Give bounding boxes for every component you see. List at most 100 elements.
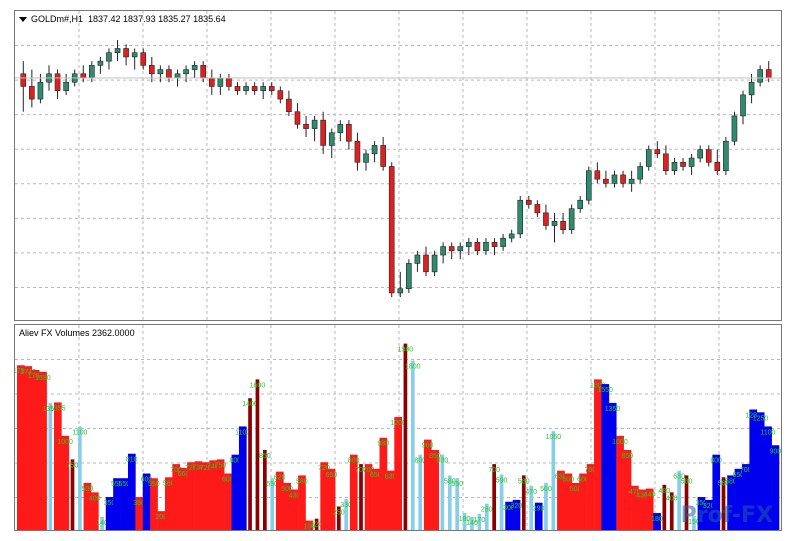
volume-value-label: 720 xyxy=(200,465,212,472)
volume-value-label: 630 xyxy=(385,474,397,481)
volume-bar xyxy=(150,478,158,530)
volume-value-label: 560 xyxy=(718,480,730,487)
volume-bar xyxy=(270,478,275,530)
volume-bar xyxy=(734,468,743,530)
candle-body xyxy=(723,140,729,172)
candle-body xyxy=(268,86,275,91)
volume-bar xyxy=(470,516,474,530)
candle-body xyxy=(208,77,215,87)
volume-value-label: 350 xyxy=(133,500,145,507)
candle-body xyxy=(200,65,207,79)
volume-value-label: 120 xyxy=(311,522,323,529)
candle-body xyxy=(97,60,104,66)
volume-bar xyxy=(440,454,445,530)
volume-bar xyxy=(579,473,587,530)
candle-body xyxy=(397,288,404,294)
volume-value-label: 550 xyxy=(451,481,463,488)
volume-bar xyxy=(677,470,681,530)
candle-body xyxy=(585,170,592,201)
candle-body xyxy=(303,124,309,129)
candle-body xyxy=(243,86,249,91)
volume-bar xyxy=(24,366,33,530)
price-chart-panel[interactable]: GOLDm#,H1 1837.42 1837.93 1835.27 1835.6… xyxy=(14,10,782,321)
volume-bar xyxy=(48,402,53,530)
watermark-logo: Prof-FX xyxy=(680,503,773,528)
volume-value-label: 300 xyxy=(503,505,515,512)
volume-bar xyxy=(594,379,602,530)
candle-body xyxy=(705,149,712,163)
volume-bar xyxy=(742,464,750,530)
volume-bar xyxy=(601,384,610,530)
volume-bar xyxy=(61,435,70,530)
volume-value-label: 580 xyxy=(725,478,737,485)
volume-bar xyxy=(631,485,639,530)
volume-bar xyxy=(669,492,674,530)
dropdown-triangle-icon[interactable] xyxy=(19,17,27,23)
volume-bar xyxy=(100,516,104,530)
volume-bar xyxy=(697,497,706,530)
volume-bar xyxy=(31,369,40,530)
candle-body xyxy=(380,145,386,167)
volume-bar xyxy=(394,417,402,530)
volume-bar xyxy=(692,515,696,530)
candle-body xyxy=(551,220,558,226)
volume-bar xyxy=(216,459,225,530)
volume-bar xyxy=(39,371,47,530)
candle-body xyxy=(457,246,464,252)
candle-body xyxy=(680,161,686,167)
volume-value-label: 330 xyxy=(340,502,352,509)
candle-body xyxy=(431,254,438,273)
volume-value-label: 660 xyxy=(178,471,190,478)
candle-body xyxy=(363,153,369,163)
volume-bar xyxy=(17,365,25,530)
candle-body xyxy=(106,52,112,62)
volume-bar xyxy=(727,475,735,530)
candle-body xyxy=(628,178,635,184)
volume-value-label: 810 xyxy=(126,457,138,464)
volume-value-label: 170 xyxy=(474,517,486,524)
volume-bar xyxy=(135,497,144,530)
volume-bar xyxy=(712,454,721,530)
volume-bar xyxy=(462,513,467,530)
volume-value-label: 150 xyxy=(688,519,700,526)
candle-body xyxy=(286,98,292,113)
volume-bar xyxy=(157,511,166,530)
volume-value-label: 700 xyxy=(740,467,752,474)
volume-bar xyxy=(521,475,526,530)
volume-bar xyxy=(209,460,218,530)
candle-body xyxy=(346,124,352,142)
volume-bar xyxy=(571,482,580,530)
volume-indicator-panel[interactable]: Aliev FX Volumes 2362.0000 1750174017001… xyxy=(14,324,782,531)
volume-value-label: 470 xyxy=(629,489,641,496)
volume-value-label: 580 xyxy=(518,478,530,485)
volume-value-label: 500 xyxy=(570,486,582,493)
candle-body xyxy=(500,237,506,247)
volume-value-label: 620 xyxy=(274,475,286,482)
volume-value-label: 250 xyxy=(333,509,345,516)
candle-body xyxy=(448,246,455,252)
volume-value-label: 500 xyxy=(281,486,293,493)
volume-bar xyxy=(364,464,373,530)
volume-value-label: 1400 xyxy=(242,401,258,408)
volume-value-label: 720 xyxy=(318,465,330,472)
candle-body xyxy=(483,242,489,252)
candle-body xyxy=(577,199,584,209)
volume-value-label: 900 xyxy=(769,448,781,455)
candle-body xyxy=(131,52,138,58)
volume-value-label: 630 xyxy=(673,474,685,481)
volume-value-label: 600 xyxy=(577,477,589,484)
candle-body xyxy=(226,77,232,87)
candle-body xyxy=(183,69,189,75)
volume-value-label: 720 xyxy=(185,465,197,472)
candle-body xyxy=(54,73,61,91)
candle-body xyxy=(140,52,147,66)
volume-value-label: 580 xyxy=(681,478,693,485)
candle-body xyxy=(526,199,532,205)
volume-bar xyxy=(484,503,489,530)
volume-value-label: 650 xyxy=(326,472,338,479)
volume-value-label: 470 xyxy=(525,489,537,496)
volume-value-label: 560 xyxy=(163,480,175,487)
candle-body xyxy=(688,157,695,167)
volume-bar xyxy=(275,471,284,530)
volume-value-label: 1740 xyxy=(20,369,36,376)
